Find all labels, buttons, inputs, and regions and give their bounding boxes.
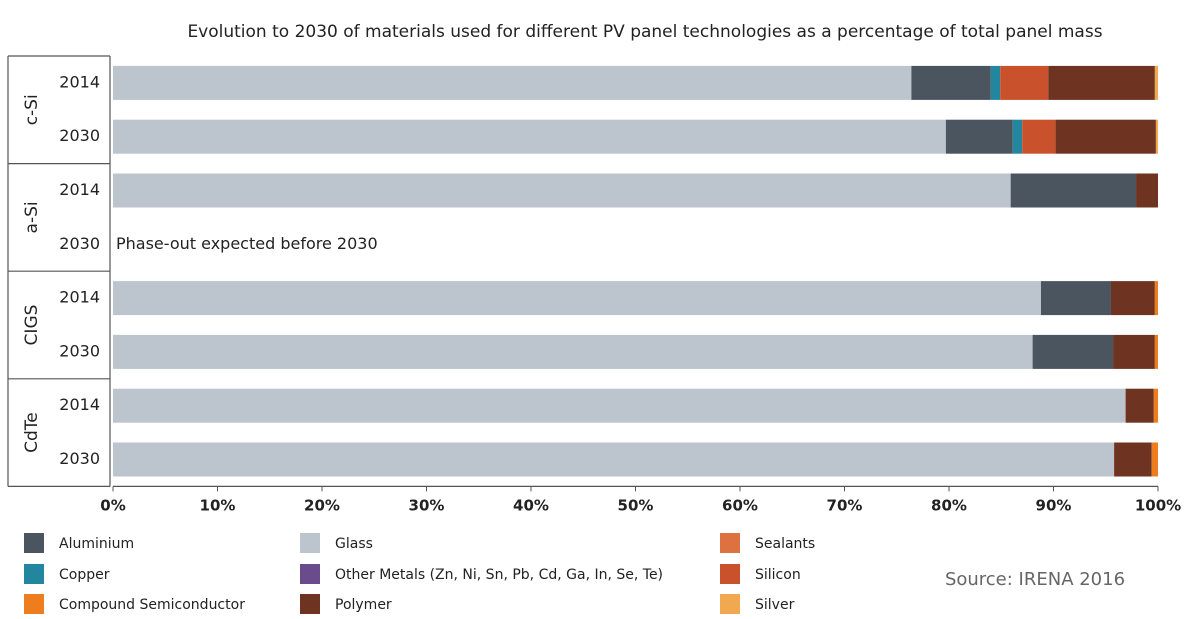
group-label: CdTe bbox=[22, 412, 42, 453]
bars-layer: Phase-out expected before 2030 bbox=[113, 65, 1158, 477]
bar-segment-polymer bbox=[1110, 281, 1155, 316]
x-tick-label: 0% bbox=[100, 496, 125, 514]
x-tick-label: 10% bbox=[200, 496, 236, 514]
group-label: CIGS bbox=[22, 305, 42, 346]
year-label: 2030 bbox=[59, 449, 100, 468]
legend-label-compound: Compound Semiconductor bbox=[59, 597, 245, 613]
bar-segment-compound bbox=[1154, 334, 1158, 369]
bar-segment-polymer bbox=[1125, 388, 1154, 423]
group-label: a-Si bbox=[22, 201, 42, 233]
bar-segment-compound bbox=[1153, 388, 1158, 423]
legend-label-silicon: Silicon bbox=[755, 567, 801, 583]
x-tick-label: 90% bbox=[1036, 496, 1072, 514]
legend-label-aluminium: Aluminium bbox=[59, 536, 134, 552]
legend-label-silver: Silver bbox=[755, 597, 795, 613]
legend-swatch-compound bbox=[24, 594, 44, 614]
bar-segment-aluminium bbox=[1040, 281, 1111, 316]
bar-segment-polymer bbox=[1048, 65, 1155, 100]
phase-out-note: Phase-out expected before 2030 bbox=[116, 234, 378, 253]
bar-segment-copper bbox=[990, 65, 1001, 100]
legend-swatch-other_metals bbox=[300, 564, 320, 584]
bar-segment-glass bbox=[113, 334, 1033, 369]
x-tick-label: 70% bbox=[827, 496, 863, 514]
year-label: 2030 bbox=[59, 126, 100, 145]
x-tick-label: 30% bbox=[409, 496, 445, 514]
year-label: 2014 bbox=[59, 72, 100, 91]
year-label: 2014 bbox=[59, 288, 100, 307]
legend: Aluminium Copper Compound Semiconductor Gla… bbox=[24, 533, 815, 614]
bar-segment-copper bbox=[1012, 119, 1023, 154]
legend-swatch-copper bbox=[24, 564, 44, 584]
bar-segment-glass bbox=[113, 65, 912, 100]
bar-segment-glass bbox=[113, 442, 1115, 477]
chart-title: Evolution to 2030 of materials used for … bbox=[187, 22, 1102, 42]
bar-segment-glass bbox=[113, 281, 1041, 316]
bar-segment-polymer bbox=[1114, 442, 1152, 477]
x-tick-label: 20% bbox=[304, 496, 340, 514]
legend-swatch-glass bbox=[300, 533, 320, 553]
x-tick-label: 50% bbox=[618, 496, 654, 514]
x-tick-label: 60% bbox=[722, 496, 758, 514]
bar-segment-silicon bbox=[1022, 119, 1056, 154]
bar-segment-glass bbox=[113, 173, 1011, 208]
legend-swatch-silicon bbox=[720, 564, 740, 584]
bar-segment-polymer bbox=[1055, 119, 1156, 154]
legend-label-other_metals: Other Metals (Zn, Ni, Sn, Pb, Cd, Ga, In… bbox=[335, 567, 663, 583]
bar-segment-polymer bbox=[1113, 334, 1155, 369]
chart-frame: c-Si 2014 2030 a-Si 2014 2030 CIGS 2014 2030 CdTe… bbox=[7, 55, 111, 487]
legend-label-glass: Glass bbox=[335, 536, 373, 552]
legend-label-polymer: Polymer bbox=[335, 597, 392, 613]
group-label: c-Si bbox=[22, 94, 42, 125]
year-label: 2030 bbox=[59, 234, 100, 253]
x-tick-label: 80% bbox=[931, 496, 967, 514]
year-label: 2014 bbox=[59, 395, 100, 414]
bar-segment-compound bbox=[1154, 281, 1158, 316]
x-tick-label: 40% bbox=[513, 496, 549, 514]
bar-segment-aluminium bbox=[911, 65, 991, 100]
legend-swatch-aluminium bbox=[24, 533, 44, 553]
legend-swatch-sealants bbox=[720, 533, 740, 553]
bar-segment-aluminium bbox=[1010, 173, 1137, 208]
bar-segment-silicon bbox=[1000, 65, 1049, 100]
x-axis: 0% 10% 20% 30% 40% 50% 60% 70% 80% 90% 100% bbox=[100, 485, 1181, 514]
source-note: Source: IRENA 2016 bbox=[945, 569, 1125, 590]
legend-label-sealants: Sealants bbox=[755, 536, 815, 552]
legend-swatch-silver bbox=[720, 594, 740, 614]
legend-label-copper: Copper bbox=[59, 567, 110, 583]
year-label: 2030 bbox=[59, 341, 100, 360]
year-label: 2014 bbox=[59, 180, 100, 199]
bar-segment-aluminium bbox=[1032, 334, 1114, 369]
bar-segment-glass bbox=[113, 388, 1126, 423]
bar-segment-silver bbox=[1154, 65, 1158, 100]
bar-segment-silver bbox=[1155, 119, 1158, 154]
x-tick-label: 100% bbox=[1135, 496, 1181, 514]
bar-segment-glass bbox=[113, 119, 946, 154]
bar-segment-aluminium bbox=[945, 119, 1013, 154]
bar-segment-compound bbox=[1151, 442, 1158, 477]
legend-swatch-polymer bbox=[300, 594, 320, 614]
bar-segment-polymer bbox=[1136, 173, 1158, 208]
